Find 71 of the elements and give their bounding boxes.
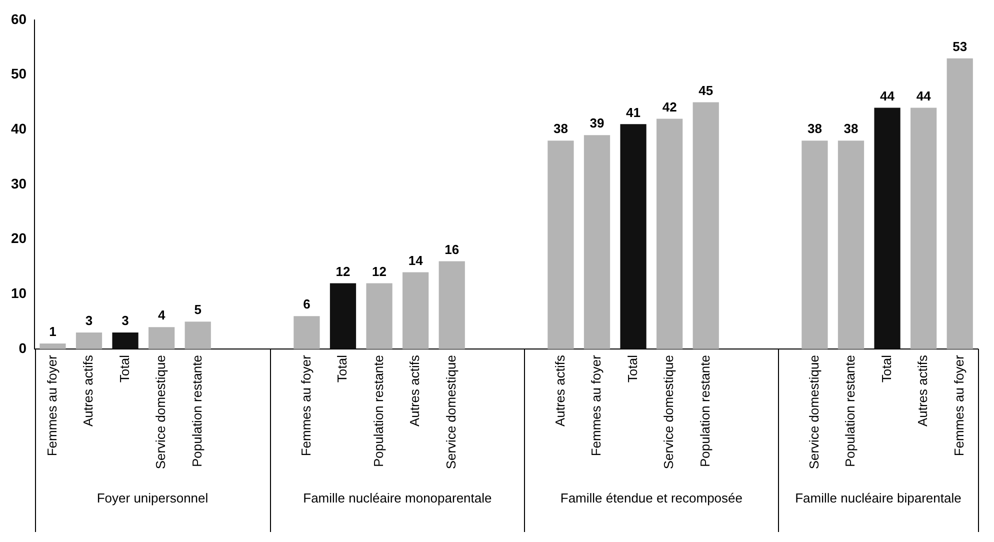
x-tick-label: Total (624, 354, 640, 382)
bar (40, 344, 66, 349)
text: Famille étendue et recomposée (560, 490, 742, 506)
x-tick-label: Population restante (697, 355, 712, 468)
data-label: 42 (662, 99, 677, 114)
data-label: 39 (590, 116, 604, 131)
x-tick-label: Total (334, 354, 350, 382)
data-label: 38 (807, 121, 822, 136)
data-label: 3 (85, 313, 93, 328)
bar (330, 283, 356, 349)
text: Famille nucléaire biparentale (795, 490, 962, 506)
data-label: 12 (372, 264, 387, 279)
bar (184, 322, 211, 349)
y-tick-label: 30 (10, 175, 27, 192)
bar (874, 108, 900, 349)
x-tick-label: Population restante (842, 355, 858, 468)
y-tick-label: 40 (10, 120, 27, 137)
x-tick-label: Total (116, 354, 132, 382)
data-label: 6 (303, 296, 310, 312)
data-label: 16 (444, 242, 460, 257)
y-tick-label: 0 (18, 340, 27, 356)
data-label: 12 (336, 264, 350, 279)
x-tick-label: Total (878, 354, 894, 382)
x-tick-label: Femmes au foyer (588, 354, 604, 456)
bar (438, 261, 465, 349)
bar (620, 124, 646, 349)
x-tick-label: Femmes au foyer (298, 354, 314, 456)
x-tick-label: Femmes au foyer (44, 354, 60, 456)
x-tick-label: Service domestique (806, 355, 822, 470)
data-label: 41 (626, 104, 641, 120)
bar (548, 140, 574, 349)
y-tick-label: 50 (10, 66, 27, 82)
bar (910, 108, 937, 349)
x-tick-label: Population restante (370, 355, 386, 468)
data-label: 1 (49, 324, 56, 340)
bar (148, 327, 175, 349)
bar (112, 332, 138, 349)
x-tick-label: Autres actifs (552, 354, 568, 427)
data-label: 53 (952, 38, 968, 54)
data-label: 14 (408, 252, 424, 268)
data-label: 44 (880, 88, 896, 104)
data-label: 3 (122, 313, 129, 328)
data-label: 44 (916, 88, 932, 104)
bar (692, 102, 719, 349)
x-tick-label: Autres actifs (407, 354, 422, 427)
data-label: 5 (194, 302, 202, 318)
x-tick-label: Autres actifs (80, 354, 96, 427)
data-label: 38 (844, 121, 858, 136)
y-tick-label: 60 (10, 10, 27, 27)
bar (76, 332, 102, 349)
bar (656, 118, 683, 349)
x-tick-label: Population restante (189, 355, 204, 468)
text: Foyer unipersonnel (96, 490, 208, 506)
x-tick-label: Service domestique (153, 355, 168, 470)
data-label: 4 (158, 308, 166, 323)
y-tick-label: 20 (10, 230, 27, 246)
x-tick-label: Femmes au foyer (951, 354, 966, 456)
bar (402, 272, 429, 349)
x-tick-label: Service domestique (443, 355, 458, 470)
bar (294, 316, 320, 349)
bar (802, 140, 828, 349)
bar (366, 283, 392, 349)
text: Famille nucléaire monoparentale (303, 490, 492, 506)
x-tick-label: Autres actifs (915, 354, 930, 427)
bar (838, 140, 864, 349)
bar (584, 135, 610, 349)
bar (946, 58, 973, 349)
data-label: 38 (553, 121, 568, 136)
y-tick-label: 10 (10, 285, 27, 302)
x-tick-label: Service domestique (661, 355, 676, 470)
data-label: 45 (698, 82, 714, 98)
